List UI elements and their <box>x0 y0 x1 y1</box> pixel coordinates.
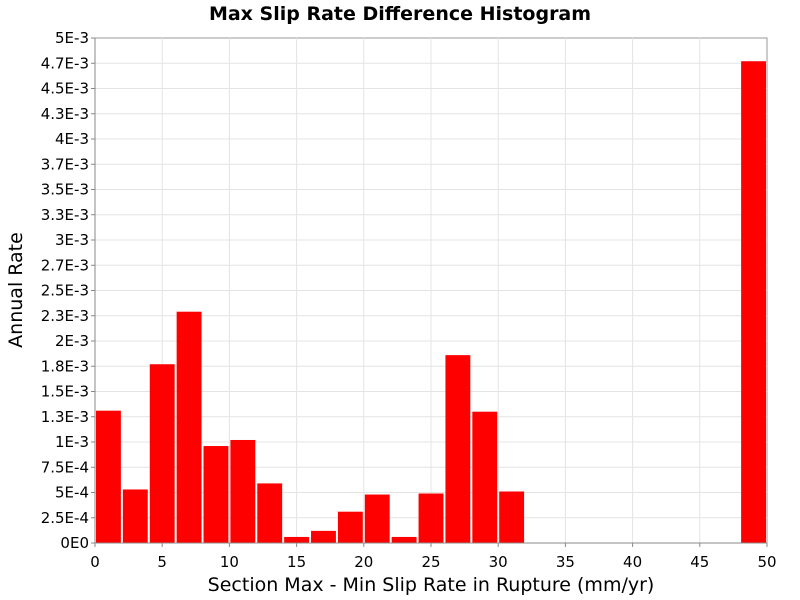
y-tick-label: 2.5E-4 <box>41 509 89 527</box>
histogram-bar <box>445 355 471 543</box>
x-tick-label: 30 <box>489 553 508 571</box>
histogram-bar <box>149 364 175 543</box>
y-tick-label: 2E-3 <box>55 332 89 350</box>
x-axis-label: Section Max - Min Slip Rate in Rupture (… <box>208 574 655 596</box>
histogram-bar <box>311 530 336 543</box>
y-tick-labels: 0E0 2.5E-4 5E-4 7.5E-4 1E-3 1.3E-3 1.5E-3 1.8E-… <box>41 29 95 552</box>
x-tick-label: 10 <box>220 553 239 571</box>
x-tick-label: 35 <box>556 553 575 571</box>
y-tick-label: 7.5E-4 <box>41 458 89 476</box>
y-tick-label: 0E0 <box>60 534 89 552</box>
histogram-bar <box>499 491 525 543</box>
y-tick-label: 4.3E-3 <box>41 105 89 123</box>
x-tick-label: 20 <box>354 553 373 571</box>
y-tick-label: 3.7E-3 <box>41 155 89 173</box>
y-tick-label: 3.5E-3 <box>41 181 89 199</box>
histogram-bar <box>472 411 498 543</box>
y-tick-label: 3E-3 <box>55 231 89 249</box>
histogram-bar <box>418 493 444 543</box>
y-axis-label: Annual Rate <box>5 232 27 348</box>
y-tick-label: 5E-3 <box>55 29 89 47</box>
y-tick-label: 4.7E-3 <box>41 54 89 72</box>
histogram-bar <box>337 511 363 543</box>
histogram-bar <box>364 494 390 543</box>
histogram-bar <box>122 489 148 543</box>
histogram-bar <box>284 536 310 543</box>
histogram-bar <box>741 61 766 543</box>
y-tick-label: 2.7E-3 <box>41 256 89 274</box>
x-tick-label: 15 <box>287 553 306 571</box>
y-tick-label: 2.3E-3 <box>41 307 89 325</box>
y-tick-label: 1.8E-3 <box>41 357 89 375</box>
grid-lines <box>95 38 767 543</box>
y-tick-label: 1E-3 <box>55 433 89 451</box>
x-tick-label: 25 <box>421 553 440 571</box>
histogram-bar <box>391 536 417 543</box>
y-tick-label: 1.3E-3 <box>41 408 89 426</box>
histogram-bar <box>203 446 229 543</box>
histogram-bar <box>257 483 283 543</box>
histogram-bar <box>96 410 121 543</box>
x-tick-label: 45 <box>690 553 709 571</box>
y-tick-label: 2.5E-3 <box>41 282 89 300</box>
bars <box>96 61 766 543</box>
x-tick-label: 0 <box>90 553 100 571</box>
chart-title: Max Slip Rate Difference Histogram <box>209 3 591 25</box>
x-tick-label: 40 <box>623 553 642 571</box>
histogram-bar <box>176 311 202 543</box>
y-tick-label: 1.5E-3 <box>41 383 89 401</box>
y-tick-label: 4.5E-3 <box>41 80 89 98</box>
x-tick-labels: 0 5 10 15 20 25 30 35 40 45 50 <box>90 543 777 571</box>
y-tick-label: 5E-4 <box>55 484 89 502</box>
y-tick-label: 3.3E-3 <box>41 206 89 224</box>
y-tick-label: 4E-3 <box>55 130 89 148</box>
histogram-bar <box>230 439 256 543</box>
x-tick-label: 50 <box>757 553 776 571</box>
x-tick-label: 5 <box>157 553 167 571</box>
